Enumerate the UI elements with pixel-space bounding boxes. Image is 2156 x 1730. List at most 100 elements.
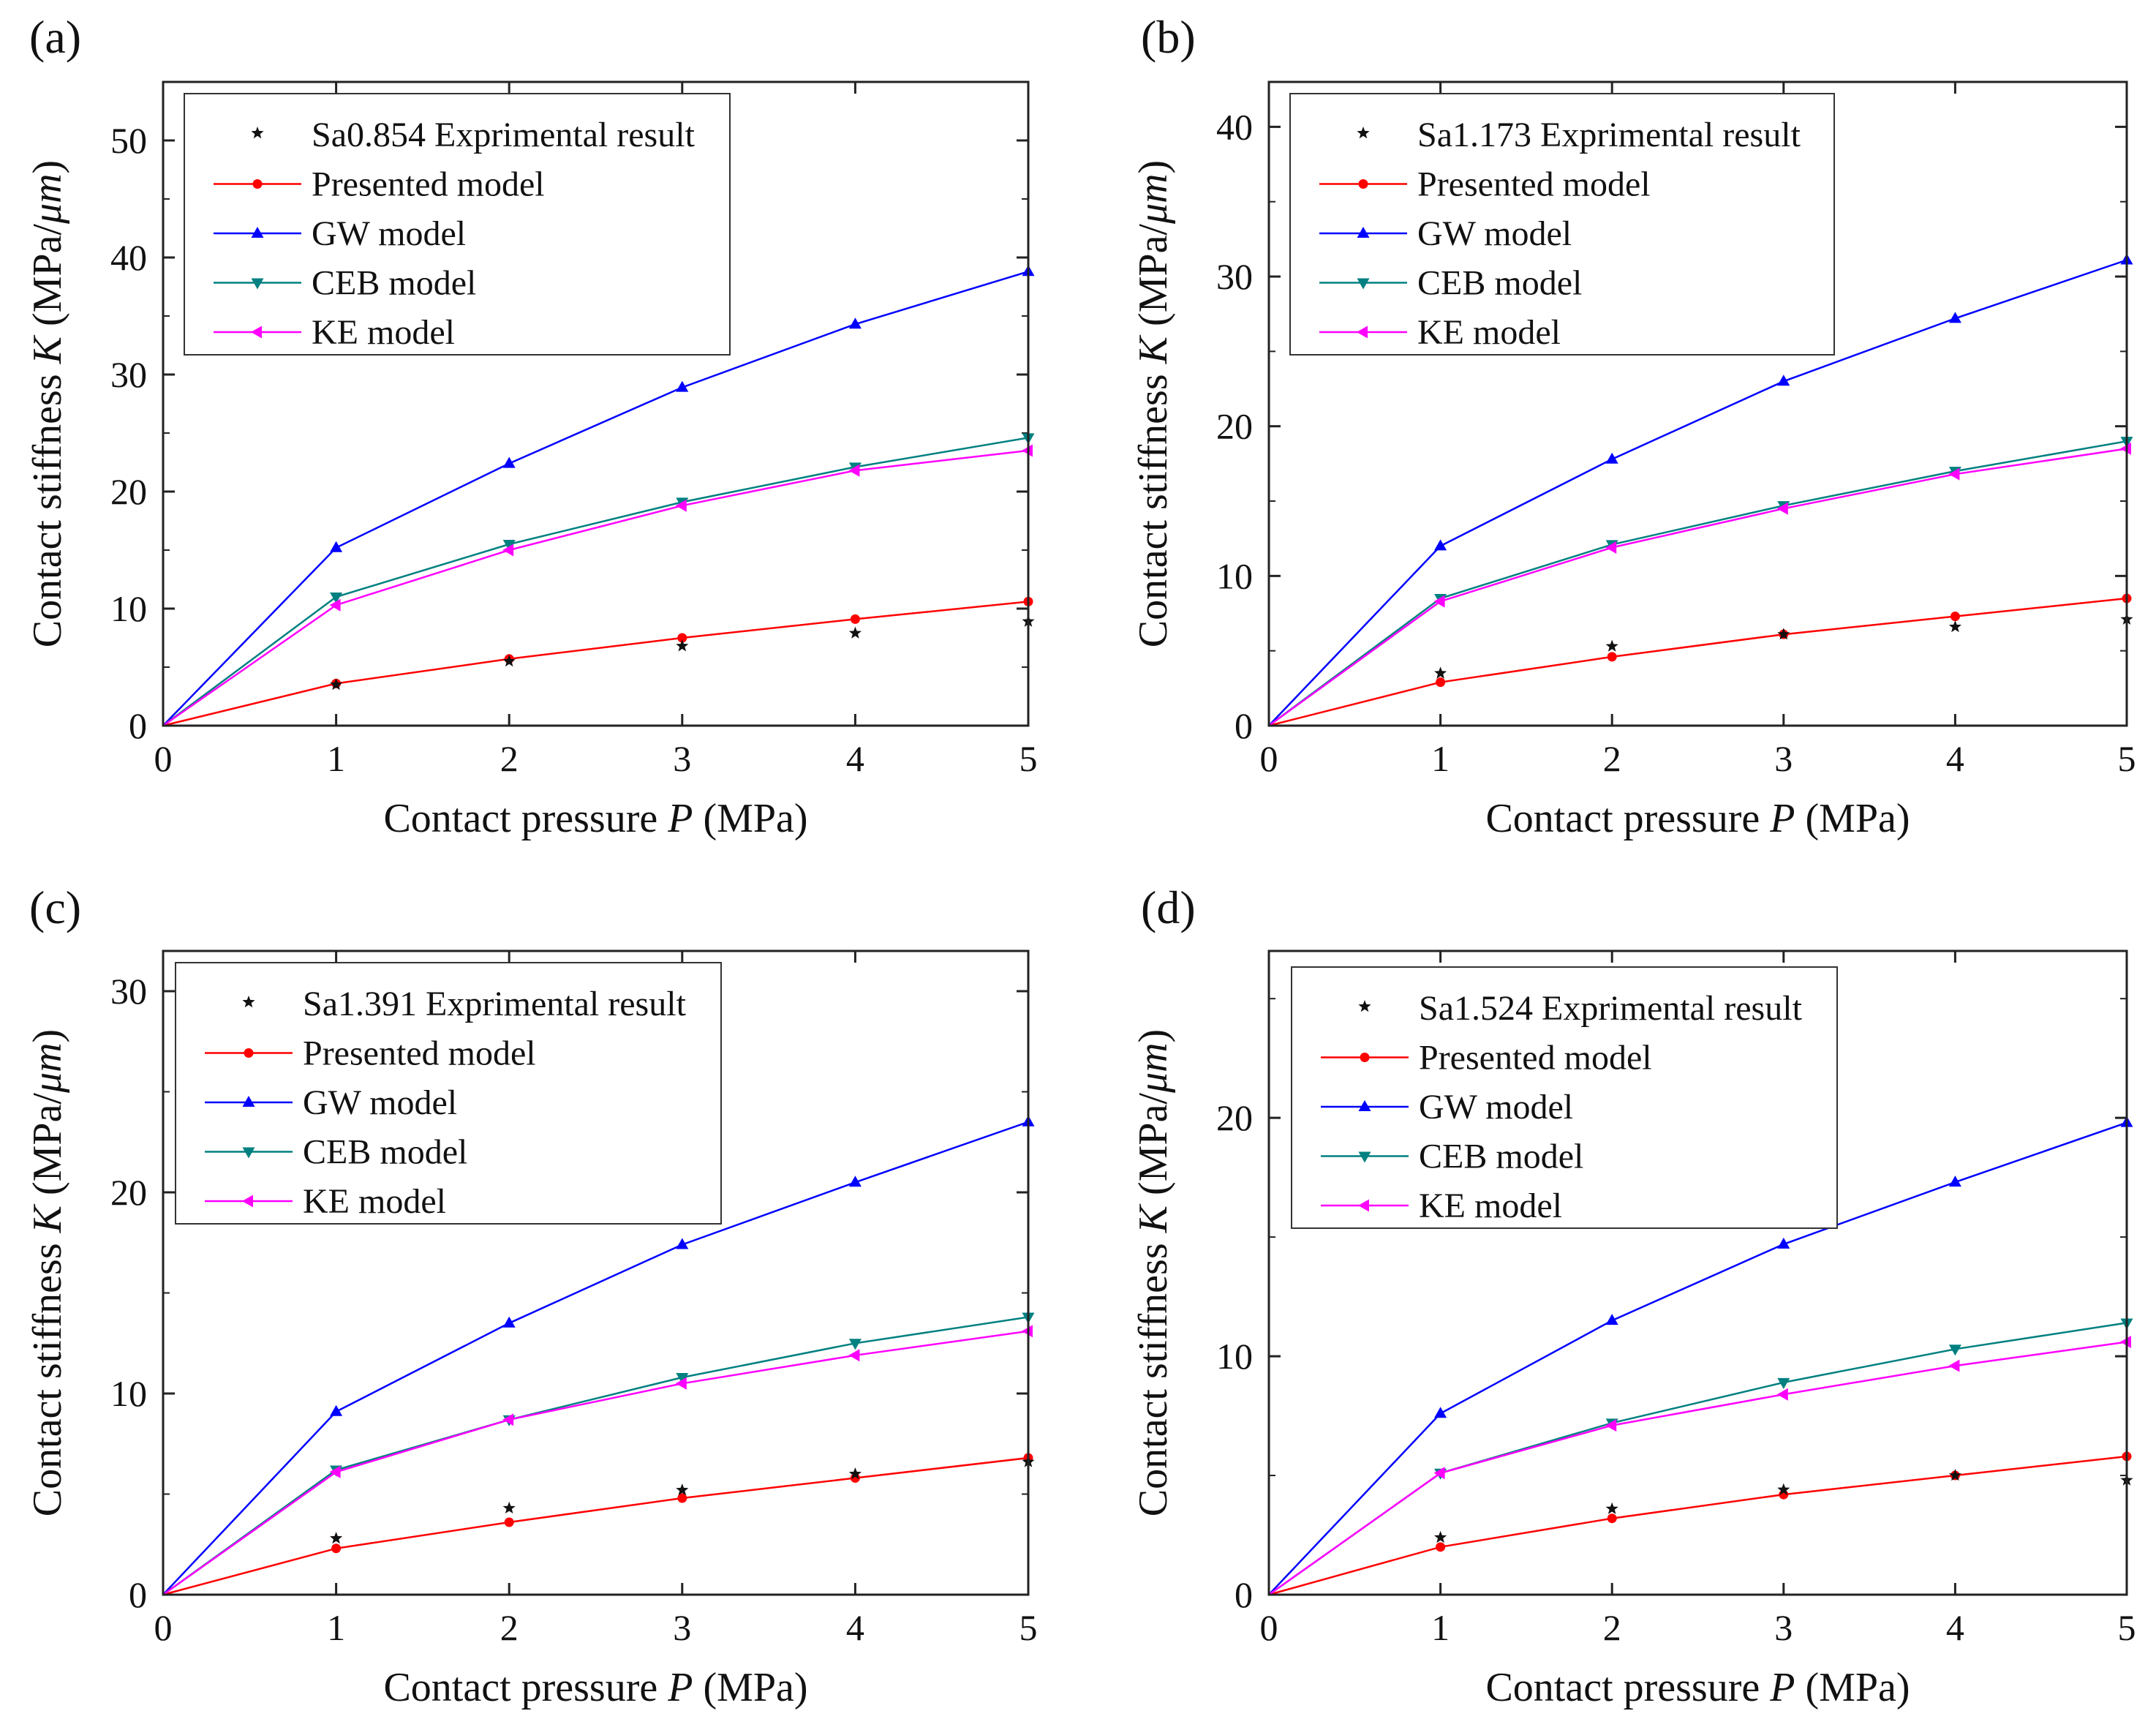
y-tick-label: 30 <box>110 354 147 395</box>
legend-label: KE model <box>1417 313 1561 352</box>
y-tick-label: 10 <box>110 588 147 629</box>
series-presented-model <box>1268 1451 2132 1596</box>
series-line <box>1268 1121 2127 1595</box>
x-tick-label: 5 <box>2118 738 2136 779</box>
y-axis-label-prefix: Contact stiffness <box>25 1233 70 1516</box>
data-point <box>504 1517 514 1527</box>
x-tick-label: 3 <box>673 1607 691 1648</box>
data-point <box>331 1543 342 1554</box>
data-point <box>1607 652 1617 662</box>
series-line <box>162 437 1029 727</box>
data-point <box>675 1377 687 1390</box>
legend-marker-icon <box>251 278 264 290</box>
legend-marker-icon <box>1357 227 1370 238</box>
y-tick-label: 10 <box>1216 1336 1253 1377</box>
series-ceb-model <box>1268 437 2133 727</box>
series-experimental <box>1434 612 2133 679</box>
experimental-point <box>1434 666 1447 679</box>
series-line <box>162 601 1029 727</box>
y-axis-label-unit: μm <box>25 173 70 225</box>
x-axis-label-var: P <box>667 796 693 841</box>
data-point <box>329 1465 341 1478</box>
experimental-point <box>330 678 343 691</box>
experimental-point <box>848 626 862 639</box>
panel-label: (c) <box>29 881 81 933</box>
y-axis-label-suffix: (MPa/ <box>25 224 70 336</box>
legend-box <box>1291 966 1838 1229</box>
x-tick-label: 4 <box>1946 1607 1964 1648</box>
series-ceb-model <box>162 433 1035 727</box>
data-point <box>502 456 516 468</box>
data-point <box>329 598 341 612</box>
legend-label: KE model <box>312 313 455 352</box>
x-tick-label: 4 <box>846 1607 864 1648</box>
y-axis-label-prefix: Contact stiffness <box>25 364 70 647</box>
x-tick-label: 0 <box>1260 1607 1278 1648</box>
legend-label: Presented model <box>312 165 545 204</box>
series-presented-model <box>162 1453 1033 1596</box>
y-tick-label: 30 <box>1216 256 1253 297</box>
data-point <box>1436 1542 1446 1552</box>
legend-box <box>1289 93 1835 356</box>
y-axis-label-var: K <box>25 334 70 364</box>
x-axis-label: Contact pressure P (MPa) <box>1485 1665 1910 1710</box>
data-point <box>1605 452 1618 464</box>
y-axis-label-unit: μm <box>1131 173 1176 225</box>
experimental-point <box>1605 1502 1618 1514</box>
experimental-point <box>1948 1469 1961 1481</box>
legend-label-experimental: Sa1.524 Exprimental result <box>1419 989 1803 1028</box>
data-point <box>675 499 687 512</box>
legend-label: Presented model <box>1419 1039 1652 1078</box>
experimental-point <box>1434 1530 1447 1543</box>
series-ke-model <box>162 444 1033 727</box>
legend-box <box>184 93 731 356</box>
experimental-point <box>330 1532 343 1544</box>
y-axis-label: Contact stiffness K (MPa/μm) <box>1131 1029 1176 1516</box>
legend-label: GW model <box>303 1083 457 1122</box>
y-tick-label: 20 <box>110 1172 147 1213</box>
series-experimental <box>1434 1469 2133 1543</box>
x-axis-label: Contact pressure P (MPa) <box>383 796 807 841</box>
legend-label: KE model <box>1419 1186 1562 1225</box>
x-axis-label: Contact pressure P (MPa) <box>383 1665 807 1710</box>
y-tick-label: 0 <box>129 1574 147 1615</box>
data-point <box>676 1238 689 1249</box>
y-tick-label: 0 <box>1235 1574 1253 1615</box>
series-line <box>1268 448 2127 727</box>
experimental-point <box>848 1467 862 1480</box>
experimental-point <box>1777 628 1790 640</box>
y-axis-label-close: ) <box>1131 1029 1176 1043</box>
y-axis-label-suffix: (MPa/ <box>25 1093 70 1206</box>
series-line <box>162 271 1029 726</box>
x-tick-label: 2 <box>1603 738 1621 779</box>
x-tick-label: 2 <box>500 1607 519 1648</box>
legend-marker-icon <box>1358 1199 1369 1212</box>
x-axis-label: Contact pressure P (MPa) <box>1485 796 1910 841</box>
data-point <box>677 633 687 643</box>
y-axis-label-close: ) <box>1131 160 1176 174</box>
data-point <box>1777 1237 1790 1249</box>
legend-marker-icon <box>242 1096 255 1107</box>
x-tick-label: 1 <box>1431 1607 1450 1648</box>
data-point <box>848 1339 862 1350</box>
series-experimental <box>330 614 1035 691</box>
x-tick-label: 4 <box>846 738 864 779</box>
x-axis-label-prefix: Contact pressure <box>1485 1665 1770 1710</box>
data-point <box>1434 1407 1447 1418</box>
legend-label: GW model <box>1419 1088 1573 1127</box>
plot-frame <box>162 80 1030 727</box>
legend-marker-icon <box>1357 326 1368 339</box>
legend-marker-icon <box>1358 179 1368 189</box>
series-gw-model <box>162 1115 1035 1595</box>
series-ke-model <box>162 1325 1033 1596</box>
x-axis-label-suffix: (MPa) <box>1795 1665 1910 1710</box>
series-presented-model <box>162 596 1033 727</box>
data-point <box>848 317 862 329</box>
legend: Sa1.173 Exprimental result Presented mode… <box>1289 93 1835 356</box>
series-ke-model <box>1268 442 2131 727</box>
x-tick-label: 1 <box>327 738 345 779</box>
series-line <box>162 1121 1029 1595</box>
y-axis-label-var: K <box>1131 334 1176 364</box>
